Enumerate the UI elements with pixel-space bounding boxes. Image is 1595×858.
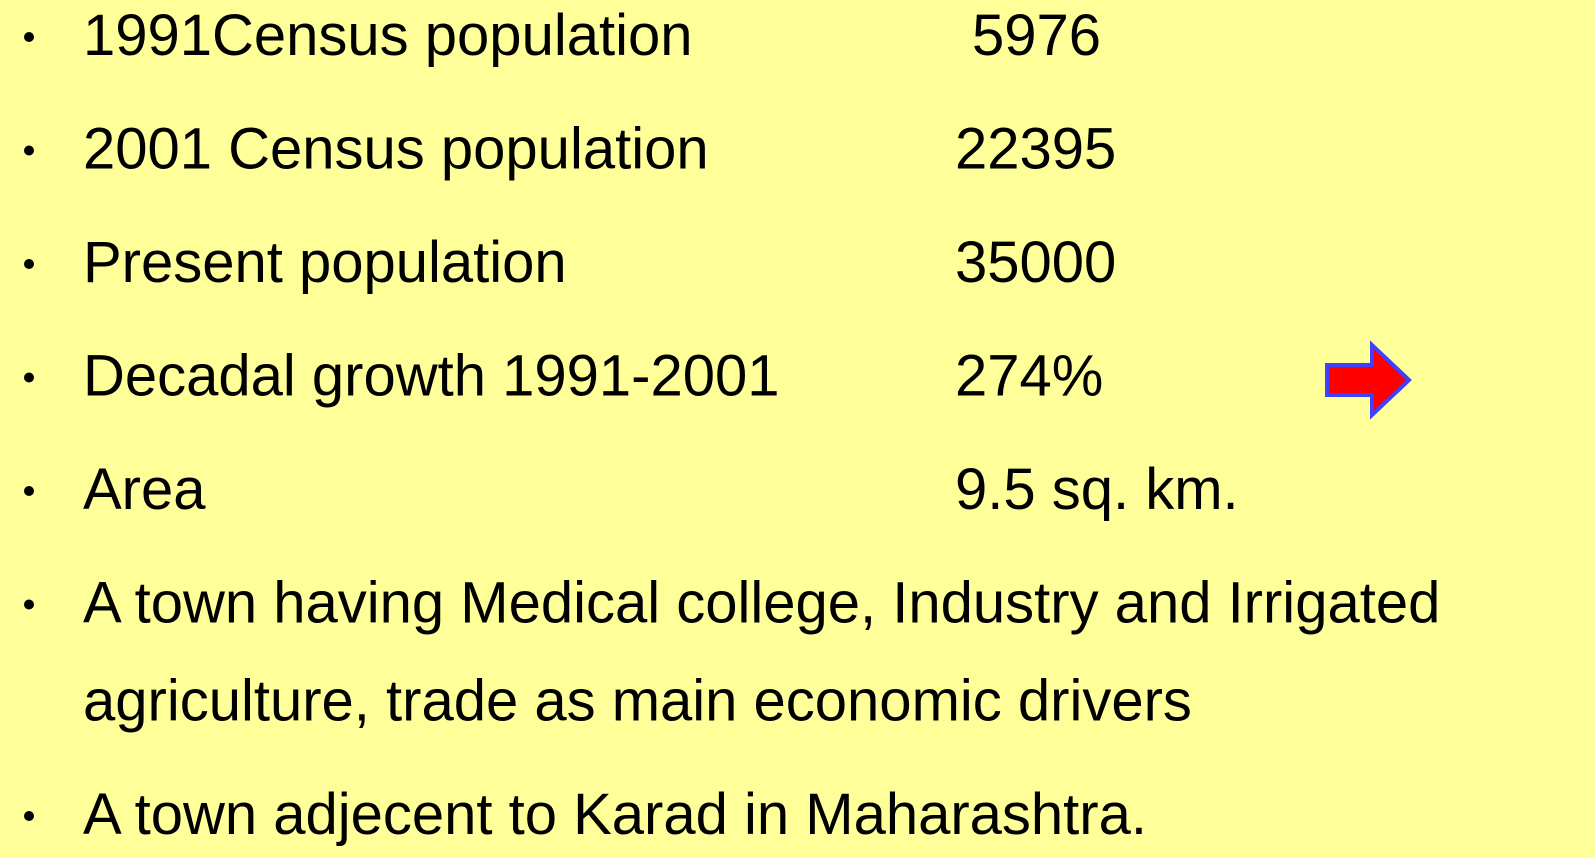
bullet bbox=[24, 372, 34, 383]
note-line: agriculture, trade as main economic driv… bbox=[83, 669, 1192, 734]
item-value: 274% bbox=[955, 344, 1103, 409]
bullet bbox=[24, 259, 34, 269]
next-arrow[interactable] bbox=[1325, 340, 1412, 420]
item-value: 9.5 sq. km. bbox=[955, 457, 1239, 522]
bullet bbox=[24, 486, 34, 496]
item-label: Area bbox=[83, 457, 206, 522]
item-label: Present population bbox=[83, 230, 567, 295]
item-value: 22395 bbox=[955, 117, 1116, 182]
note-line: A town having Medical college, Industry … bbox=[83, 571, 1440, 636]
bullet bbox=[24, 145, 34, 156]
note-line: A town adjecent to Karad in Maharashtra. bbox=[83, 782, 1147, 847]
item-label: 1991Census population bbox=[83, 3, 692, 68]
item-value: 35000 bbox=[955, 230, 1116, 295]
bullet bbox=[24, 599, 34, 610]
bullet bbox=[24, 32, 34, 42]
item-label: 2001 Census population bbox=[83, 117, 709, 182]
item-value: 5976 bbox=[972, 3, 1101, 68]
item-label: Decadal growth 1991-2001 bbox=[83, 344, 779, 409]
bullet bbox=[24, 811, 34, 821]
